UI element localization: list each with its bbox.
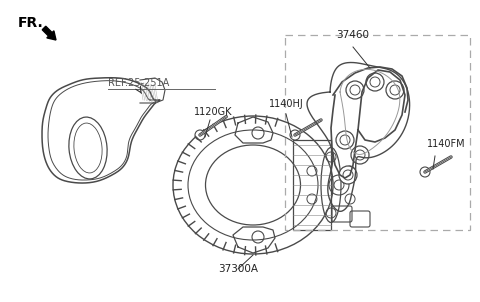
Text: 1140FM: 1140FM bbox=[427, 139, 466, 149]
Bar bbox=[293, 140, 331, 230]
Circle shape bbox=[290, 130, 300, 140]
Circle shape bbox=[336, 131, 354, 149]
Circle shape bbox=[386, 81, 404, 99]
Text: 1140HJ: 1140HJ bbox=[269, 99, 304, 109]
Text: 37460: 37460 bbox=[336, 30, 370, 40]
Circle shape bbox=[420, 167, 430, 177]
Circle shape bbox=[351, 146, 369, 164]
Text: FR.: FR. bbox=[18, 16, 44, 30]
Circle shape bbox=[366, 73, 384, 91]
Circle shape bbox=[195, 130, 205, 140]
Text: REF.25-251A: REF.25-251A bbox=[108, 78, 169, 88]
Text: 1120GK: 1120GK bbox=[194, 107, 232, 117]
FancyArrow shape bbox=[42, 26, 56, 40]
Text: 37300A: 37300A bbox=[218, 264, 258, 274]
Circle shape bbox=[339, 166, 357, 184]
Circle shape bbox=[346, 81, 364, 99]
Bar bbox=[285, 35, 470, 230]
